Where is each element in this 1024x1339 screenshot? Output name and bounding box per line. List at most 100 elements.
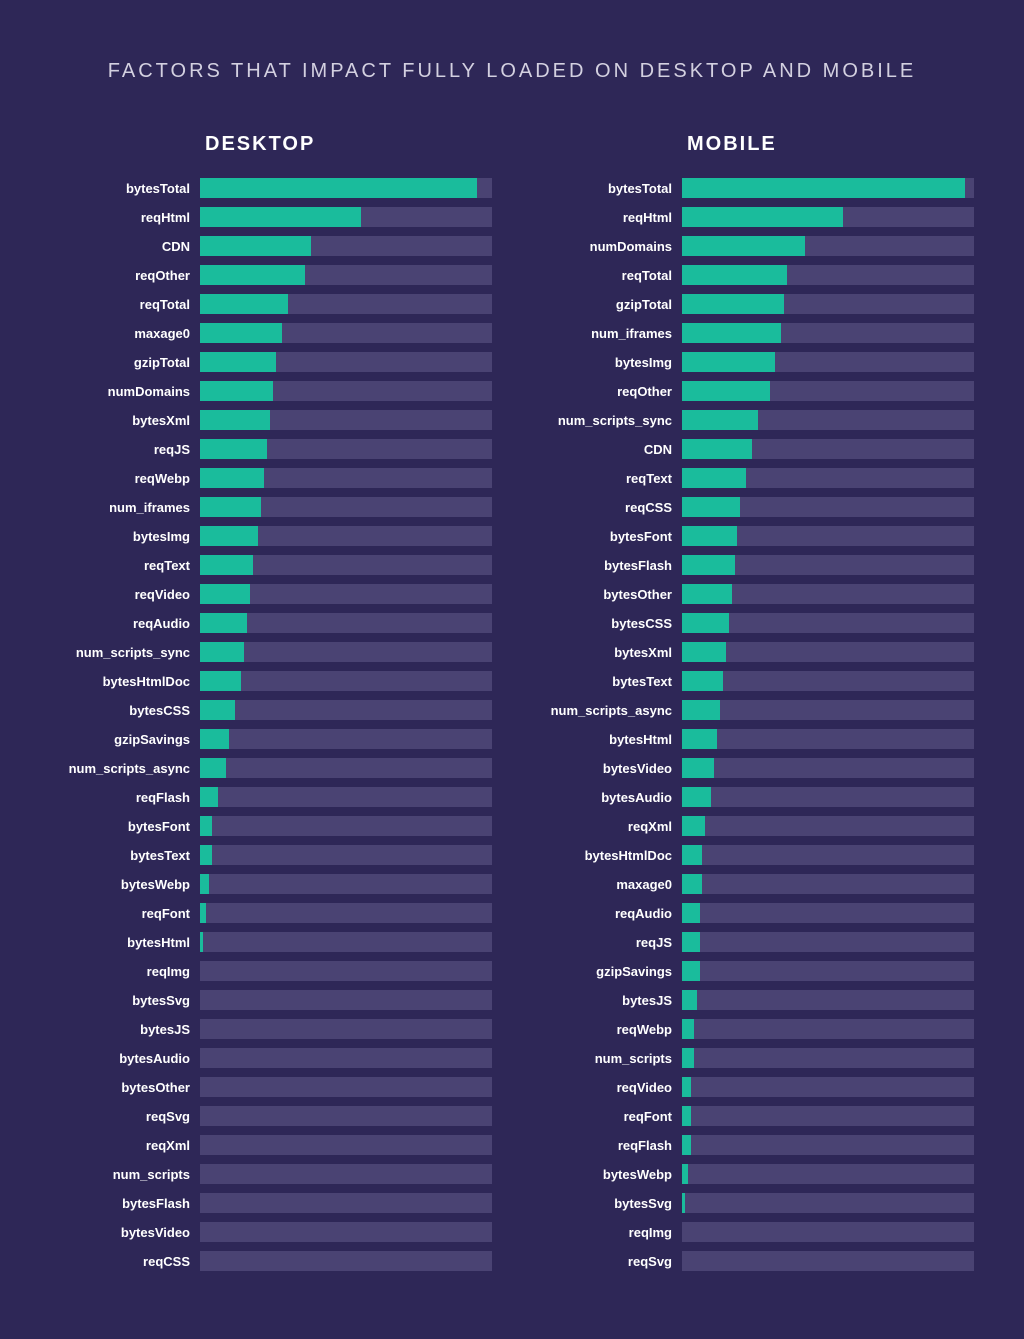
bar-label: num_scripts: [532, 1051, 682, 1066]
bar-row: reqImg: [50, 961, 492, 981]
bar-track: [200, 642, 492, 662]
bar-row: bytesFont: [532, 526, 974, 546]
bar-track: [682, 526, 974, 546]
bar-label: reqOther: [50, 268, 200, 283]
bar-row: bytesAudio: [532, 787, 974, 807]
bar-label: bytesCSS: [50, 703, 200, 718]
bar-track: [200, 874, 492, 894]
bar-track: [682, 497, 974, 517]
bar-row: reqFont: [532, 1106, 974, 1126]
bar-fill: [682, 1164, 688, 1184]
bar-label: maxage0: [532, 877, 682, 892]
bar-track: [682, 236, 974, 256]
bar-label: reqFlash: [532, 1138, 682, 1153]
bar-track: [200, 1077, 492, 1097]
bar-track: [682, 1106, 974, 1126]
bar-label: bytesOther: [50, 1080, 200, 1095]
bar-track: [200, 1193, 492, 1213]
bar-row: bytesVideo: [50, 1222, 492, 1242]
bar-track: [682, 1222, 974, 1242]
bar-fill: [682, 584, 732, 604]
bar-label: bytesWebp: [532, 1167, 682, 1182]
bar-row: num_scripts: [50, 1164, 492, 1184]
bar-track: [682, 294, 974, 314]
bar-track: [200, 1106, 492, 1126]
bar-row: bytesFlash: [50, 1193, 492, 1213]
bar-label: reqWebp: [532, 1022, 682, 1037]
bar-label: bytesFlash: [50, 1196, 200, 1211]
bar-row: bytesOther: [50, 1077, 492, 1097]
bar-fill: [682, 1077, 691, 1097]
bar-track: [200, 613, 492, 633]
bar-track: [200, 468, 492, 488]
bar-fill: [200, 729, 229, 749]
bar-row: reqTotal: [532, 265, 974, 285]
bar-row: num_iframes: [532, 323, 974, 343]
bar-track: [682, 1048, 974, 1068]
bar-row: CDN: [532, 439, 974, 459]
bar-row: reqSvg: [532, 1251, 974, 1271]
bar-label: gzipSavings: [532, 964, 682, 979]
bar-row: CDN: [50, 236, 492, 256]
bar-label: num_scripts_async: [532, 703, 682, 718]
bar-fill: [200, 787, 218, 807]
bar-row: bytesImg: [50, 526, 492, 546]
bar-label: gzipSavings: [50, 732, 200, 747]
bar-track: [682, 555, 974, 575]
bar-label: bytesXml: [532, 645, 682, 660]
bar-track: [200, 671, 492, 691]
bar-row: reqOther: [532, 381, 974, 401]
bar-track: [200, 903, 492, 923]
bar-track: [682, 439, 974, 459]
bar-row: num_scripts_async: [50, 758, 492, 778]
bar-track: [682, 1077, 974, 1097]
bar-track: [200, 497, 492, 517]
bar-fill: [682, 816, 705, 836]
bar-label: bytesVideo: [50, 1225, 200, 1240]
bar-label: reqText: [50, 558, 200, 573]
bar-fill: [682, 207, 843, 227]
bar-fill: [682, 265, 787, 285]
bar-row: reqHtml: [532, 207, 974, 227]
bar-track: [682, 845, 974, 865]
bar-row: bytesSvg: [50, 990, 492, 1010]
main-title: FACTORS THAT IMPACT FULLY LOADED ON DESK…: [50, 60, 974, 83]
bar-fill: [682, 468, 746, 488]
bar-label: reqCSS: [532, 500, 682, 515]
chart-container: FACTORS THAT IMPACT FULLY LOADED ON DESK…: [0, 0, 1024, 1320]
bar-label: reqImg: [532, 1225, 682, 1240]
bar-row: reqOther: [50, 265, 492, 285]
bar-label: reqFont: [532, 1109, 682, 1124]
bar-fill: [682, 410, 758, 430]
bar-label: num_scripts_async: [50, 761, 200, 776]
bar-fill: [682, 526, 737, 546]
bar-track: [682, 642, 974, 662]
bar-fill: [682, 903, 700, 923]
bar-fill: [682, 613, 729, 633]
desktop-chart-title: DESKTOP: [50, 133, 492, 156]
bar-label: bytesJS: [532, 993, 682, 1008]
bar-label: reqTotal: [532, 268, 682, 283]
bar-track: [200, 178, 492, 198]
bar-row: reqWebp: [532, 1019, 974, 1039]
bar-label: bytesWebp: [50, 877, 200, 892]
bar-row: bytesJS: [50, 1019, 492, 1039]
bar-track: [200, 294, 492, 314]
bar-row: num_scripts: [532, 1048, 974, 1068]
bar-label: reqAudio: [532, 906, 682, 921]
bar-row: numDomains: [50, 381, 492, 401]
bar-label: num_scripts: [50, 1167, 200, 1182]
bar-track: [682, 584, 974, 604]
bar-fill: [682, 932, 700, 952]
bar-row: bytesOther: [532, 584, 974, 604]
bar-track: [682, 961, 974, 981]
bar-row: maxage0: [50, 323, 492, 343]
bar-row: bytesCSS: [50, 700, 492, 720]
bar-fill: [682, 845, 702, 865]
bar-row: reqText: [532, 468, 974, 488]
bar-row: reqJS: [532, 932, 974, 952]
bar-track: [200, 1251, 492, 1271]
bar-row: reqVideo: [50, 584, 492, 604]
mobile-chart: MOBILE bytesTotalreqHtmlnumDomainsreqTot…: [532, 133, 974, 1280]
bar-row: reqImg: [532, 1222, 974, 1242]
